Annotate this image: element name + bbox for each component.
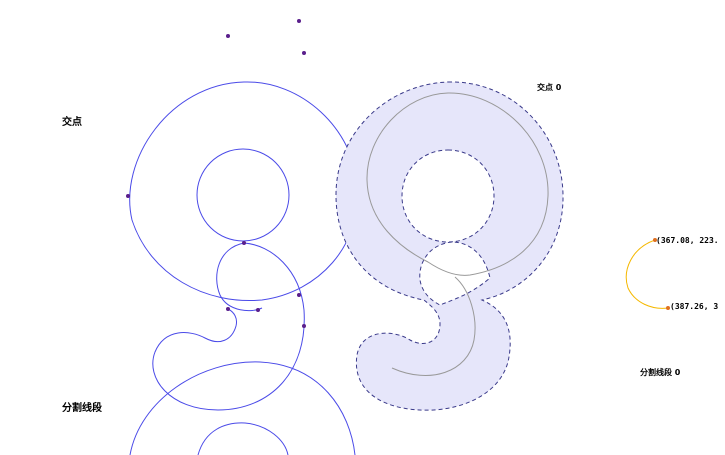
right-split-label: 分割线段 0 <box>640 368 681 377</box>
left-split-label: 分割线段 <box>62 403 102 414</box>
split-arc-path <box>625 239 669 309</box>
right-intersection-label: 交点 0 <box>537 83 562 92</box>
split-arc <box>625 238 670 310</box>
lower-inner-ring-path <box>197 422 289 455</box>
intersection-point[interactable] <box>256 308 260 312</box>
arc-end-point[interactable] <box>666 306 670 310</box>
intersection-point[interactable] <box>302 324 306 328</box>
intersection-point[interactable] <box>242 241 246 245</box>
inner-hole-circle <box>196 148 290 242</box>
left-glyph-outline <box>129 81 359 455</box>
intersection-point[interactable] <box>297 293 301 297</box>
skeleton-path <box>366 92 549 376</box>
arc-end-coord-label: (387.26, 3 <box>670 302 719 311</box>
right-glyph-region <box>335 81 564 411</box>
scatter-point[interactable] <box>302 51 306 55</box>
left-intersection-label: 交点 <box>62 117 82 128</box>
top-scatter-points <box>226 19 306 55</box>
outer-ring-path <box>129 81 359 302</box>
arc-start-coord-label: (367.08, 223. <box>656 236 719 245</box>
intersection-point[interactable] <box>126 194 130 198</box>
left-intersection-points <box>126 188 359 328</box>
arc-start-point[interactable] <box>653 238 657 242</box>
scatter-point[interactable] <box>226 34 230 38</box>
intersection-point[interactable] <box>226 307 230 311</box>
lower-ring-path <box>129 361 356 455</box>
offset-region-fill <box>335 81 564 411</box>
scatter-point[interactable] <box>297 19 301 23</box>
neck-loop-path <box>152 242 305 411</box>
